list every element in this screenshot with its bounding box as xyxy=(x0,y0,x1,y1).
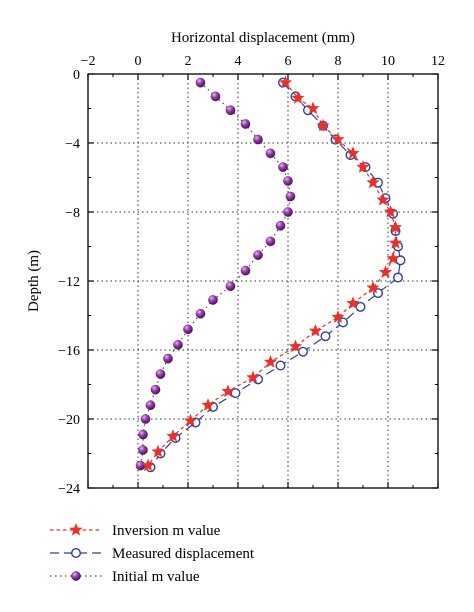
data-point xyxy=(135,460,146,471)
data-point xyxy=(265,148,276,159)
data-point xyxy=(230,388,241,399)
data-point xyxy=(378,265,393,279)
data-point xyxy=(145,400,156,411)
data-point xyxy=(306,101,320,115)
series-0 xyxy=(141,75,403,472)
data-point xyxy=(151,444,165,458)
y-tick-label: −12 xyxy=(58,275,80,290)
data-point xyxy=(275,360,286,371)
data-point xyxy=(288,339,303,353)
data-point xyxy=(320,331,331,342)
data-point xyxy=(195,308,206,319)
data-point xyxy=(386,251,400,265)
series-line xyxy=(150,82,402,468)
data-point xyxy=(225,281,236,291)
y-tick-label: −20 xyxy=(58,413,80,428)
data-point xyxy=(376,192,390,206)
y-tick-label: −4 xyxy=(65,137,80,152)
data-point xyxy=(208,295,218,305)
data-point xyxy=(346,296,360,310)
legend-entry: Initial m value xyxy=(50,569,200,585)
data-point xyxy=(331,310,345,323)
data-point xyxy=(240,119,251,129)
series-2 xyxy=(135,77,296,471)
legend-marker xyxy=(70,548,81,559)
x-axis-label: Horizontal displacement (mm) xyxy=(171,30,355,46)
legend-label: Initial m value xyxy=(112,569,200,585)
grid xyxy=(88,74,438,488)
x-tick-label: 0 xyxy=(135,54,142,69)
data-point xyxy=(140,414,151,424)
legend-label: Measured displacement xyxy=(112,546,255,562)
data-point xyxy=(278,75,293,89)
data-point xyxy=(285,191,296,202)
ticks: −2 0 2 4 6 8 10 120−4−8−12−16−20−24 xyxy=(58,54,445,497)
legend-label: Inversion m value xyxy=(112,523,221,539)
y-tick-label: −24 xyxy=(58,482,80,497)
data-point xyxy=(201,398,215,411)
data-point xyxy=(141,458,155,472)
data-point xyxy=(253,134,263,145)
data-point xyxy=(163,353,173,364)
y-axis-label: Depth (m) xyxy=(26,250,42,312)
series-1 xyxy=(145,77,406,473)
data-point xyxy=(183,413,198,427)
data-point xyxy=(183,324,193,335)
x-tick-label: 10 xyxy=(381,54,395,69)
data-point xyxy=(138,429,148,440)
data-point xyxy=(263,355,278,368)
legend-entry: Measured displacement xyxy=(50,546,255,562)
data-point xyxy=(221,384,235,398)
x-tick-label: 6 xyxy=(285,54,292,69)
data-point xyxy=(388,235,403,249)
data-point xyxy=(383,204,398,218)
series-line xyxy=(147,82,397,466)
x-tick-label: 2 xyxy=(185,54,192,69)
data-point xyxy=(275,220,286,231)
data-point xyxy=(155,369,166,379)
x-tick-label: −2 xyxy=(81,54,96,69)
data-point xyxy=(166,429,180,442)
data-point xyxy=(150,384,161,395)
data-point xyxy=(298,346,309,357)
data-point xyxy=(316,118,330,132)
data-point xyxy=(331,132,345,146)
y-tick-label: −16 xyxy=(58,344,80,359)
data-point xyxy=(366,175,380,189)
data-point xyxy=(246,370,260,384)
data-point xyxy=(283,207,293,217)
legend-marker xyxy=(71,571,81,581)
series-group xyxy=(135,75,406,473)
x-tick-label: 8 xyxy=(335,54,342,69)
data-point xyxy=(240,265,251,276)
data-point xyxy=(265,236,276,247)
data-point xyxy=(138,445,148,455)
data-point xyxy=(283,176,293,186)
legend-marker xyxy=(69,522,83,536)
data-point xyxy=(253,250,263,260)
data-point xyxy=(346,146,360,160)
y-tick-label: −8 xyxy=(65,206,80,221)
data-point xyxy=(308,323,323,337)
x-tick-label: 12 xyxy=(431,54,445,69)
data-point xyxy=(366,280,380,294)
legend: Inversion m value Measured displacement In… xyxy=(50,522,255,585)
data-point xyxy=(395,255,406,266)
data-point xyxy=(356,160,370,173)
data-point xyxy=(173,340,183,350)
data-point xyxy=(210,91,221,102)
data-point xyxy=(388,220,403,234)
data-point xyxy=(195,77,206,88)
data-point xyxy=(278,162,288,172)
data-point xyxy=(225,105,236,116)
legend-entry: Inversion m value xyxy=(50,522,221,539)
y-tick-label: 0 xyxy=(73,68,80,83)
x-tick-label: 4 xyxy=(235,54,242,69)
data-point xyxy=(355,301,366,312)
data-point xyxy=(393,272,404,283)
data-point xyxy=(291,91,305,104)
